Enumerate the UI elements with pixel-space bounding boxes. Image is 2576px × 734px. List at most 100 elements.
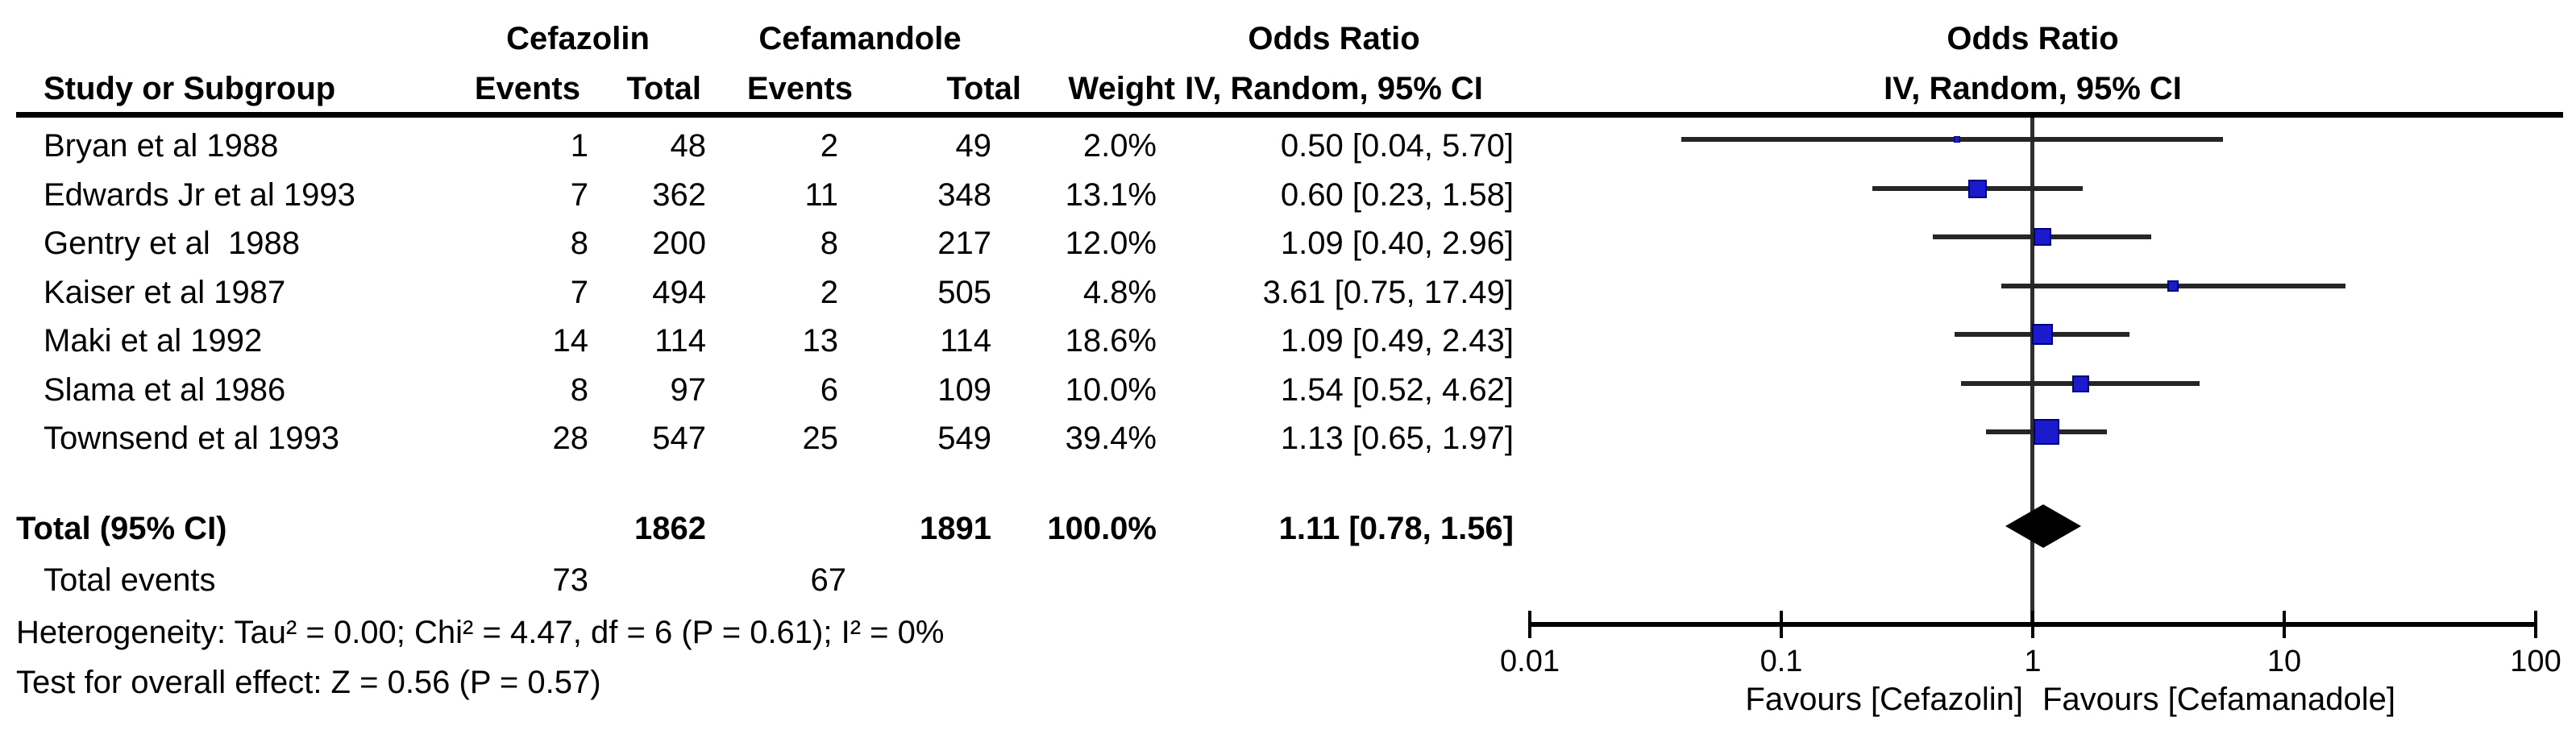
study-name: Kaiser et al 1987: [44, 275, 286, 310]
axis-tick-label: 0.01: [1500, 645, 1560, 678]
summary-diamond-shape: [2005, 504, 2081, 548]
total-events-label: Total events: [44, 562, 216, 598]
overall-effect-text: Test for overall effect: Z = 0.56 (P = 0…: [16, 665, 601, 700]
axis-tick-label: 100: [2510, 645, 2561, 678]
table-row: Kaiser et al 1987 7 494 2 505 4.8% 3.61 [0.75,…: [0, 268, 1531, 317]
column-header-events2: Events: [746, 71, 853, 106]
odds-ratio-value: 1.54 [0.52, 4.62]: [1280, 372, 1514, 408]
column-header-odds-ratio-text: Odds Ratio: [1248, 21, 1420, 56]
total-events-group1: 73: [552, 562, 589, 598]
odds-ratio-value: 0.50 [0.04, 5.70]: [1280, 128, 1514, 164]
total1-value: 114: [654, 323, 706, 359]
favours-right-label: Favours [Cefamanadole]: [2042, 682, 2396, 717]
favours-left-label: Favours [Cefazolin]: [1745, 682, 2023, 717]
study-name: Bryan et al 1988: [44, 128, 279, 164]
summary-diamond: [2005, 504, 2081, 548]
weight-value: 39.4%: [1065, 421, 1157, 456]
effect-square: [2167, 280, 2179, 292]
events1-value: 8: [570, 372, 588, 408]
column-header-method-text: IV, Random, 95% CI: [1185, 71, 1483, 106]
events2-value: 8: [820, 226, 838, 261]
total2-value: 549: [937, 421, 991, 456]
total-row-label: Total (95% CI): [16, 511, 227, 546]
events2-value: 2: [820, 128, 838, 164]
weight-value: 4.8%: [1082, 275, 1157, 310]
axis-tick-label: 1: [2024, 645, 2042, 678]
study-name: Townsend et al 1993: [44, 421, 339, 456]
column-header-total2: Total: [946, 71, 1021, 106]
effect-square: [2032, 324, 2053, 345]
events1-value: 7: [570, 275, 588, 310]
total2-value: 109: [937, 372, 991, 408]
effect-square: [2071, 375, 2089, 392]
odds-ratio-value: 1.09 [0.49, 2.43]: [1280, 323, 1514, 359]
heterogeneity-text: Heterogeneity: Tau² = 0.00; Chi² = 4.47,…: [16, 615, 945, 650]
effect-square: [2034, 419, 2059, 445]
total1-value: 200: [652, 226, 706, 261]
study-name: Slama et al 1986: [44, 372, 286, 408]
axis-tick: [2031, 611, 2034, 638]
table-row: Edwards Jr et al 1993 7 362 11 348 13.1% 0.60 …: [0, 171, 1531, 219]
total-row-weight: 100.0%: [1047, 511, 1157, 546]
study-name: Maki et al 1992: [44, 323, 263, 359]
total1-value: 48: [670, 128, 707, 164]
events2-value: 25: [802, 421, 839, 456]
events2-value: 6: [820, 372, 838, 408]
effect-square: [1967, 179, 1987, 198]
total-row-total2: 1891: [920, 511, 991, 546]
column-header-odds-ratio-plot: Odds Ratio: [1947, 21, 2119, 56]
weight-value: 2.0%: [1082, 128, 1157, 164]
table-row: Slama et al 1986 8 97 6 109 10.0% 1.54 [0.52, …: [0, 366, 1531, 414]
table-row: Maki et al 1992 14 114 13 114 18.6% 1.09 [0.49…: [0, 317, 1531, 365]
weight-value: 10.0%: [1065, 372, 1157, 408]
events1-value: 14: [552, 323, 589, 359]
odds-ratio-value: 3.61 [0.75, 17.49]: [1262, 275, 1514, 310]
total1-value: 362: [652, 177, 706, 213]
weight-value: 13.1%: [1065, 177, 1157, 213]
study-name: Edwards Jr et al 1993: [44, 177, 355, 213]
column-header-weight: Weight: [1068, 71, 1175, 106]
total1-value: 547: [652, 421, 706, 456]
total-row-total1: 1862: [634, 511, 706, 546]
total2-value: 114: [940, 323, 991, 359]
total2-value: 505: [937, 275, 991, 310]
header-divider-line: [16, 112, 2563, 118]
table-row: Gentry et al 1988 8 200 8 217 12.0% 1.09 [0.40…: [0, 219, 1531, 267]
total-events-group2: 67: [810, 562, 847, 598]
total2-value: 348: [937, 177, 991, 213]
events1-value: 8: [570, 226, 588, 261]
effect-square: [2034, 228, 2051, 246]
weight-value: 18.6%: [1065, 323, 1157, 359]
no-effect-line: [2030, 118, 2034, 625]
axis-tick-label: 0.1: [1760, 645, 1803, 678]
total1-value: 494: [652, 275, 706, 310]
effect-square: [1954, 136, 1960, 143]
column-header-study: Study or Subgroup: [44, 71, 336, 106]
study-name: Gentry et al 1988: [44, 226, 300, 261]
odds-ratio-value: 0.60 [0.23, 1.58]: [1280, 177, 1514, 213]
column-header-total1: Total: [626, 71, 701, 106]
table-row: Bryan et al 1988 1 48 2 49 2.0% 0.50 [0.04, 5.…: [0, 122, 1531, 170]
axis-tick: [1528, 611, 1531, 638]
total2-value: 49: [955, 128, 992, 164]
total-row-odds-ratio: 1.11 [0.78, 1.56]: [1278, 511, 1514, 546]
events1-value: 28: [552, 421, 589, 456]
axis-tick-label: 10: [2266, 645, 2302, 678]
total1-value: 97: [670, 372, 707, 408]
group-header-cefazolin: Cefazolin: [506, 21, 650, 56]
axis-tick: [2534, 611, 2537, 638]
total2-value: 217: [937, 226, 991, 261]
events1-value: 7: [570, 177, 588, 213]
odds-ratio-value: 1.09 [0.40, 2.96]: [1280, 226, 1514, 261]
axis-tick: [1780, 611, 1783, 638]
ci-line: [1681, 137, 2223, 142]
events1-value: 1: [570, 128, 588, 164]
odds-ratio-value: 1.13 [0.65, 1.97]: [1280, 421, 1514, 456]
events2-value: 11: [804, 177, 838, 213]
column-header-events1: Events: [474, 71, 580, 106]
axis-tick: [2283, 611, 2286, 638]
column-header-method-plot: IV, Random, 95% CI: [1884, 71, 2182, 106]
weight-value: 12.0%: [1065, 226, 1157, 261]
events2-value: 2: [820, 275, 838, 310]
